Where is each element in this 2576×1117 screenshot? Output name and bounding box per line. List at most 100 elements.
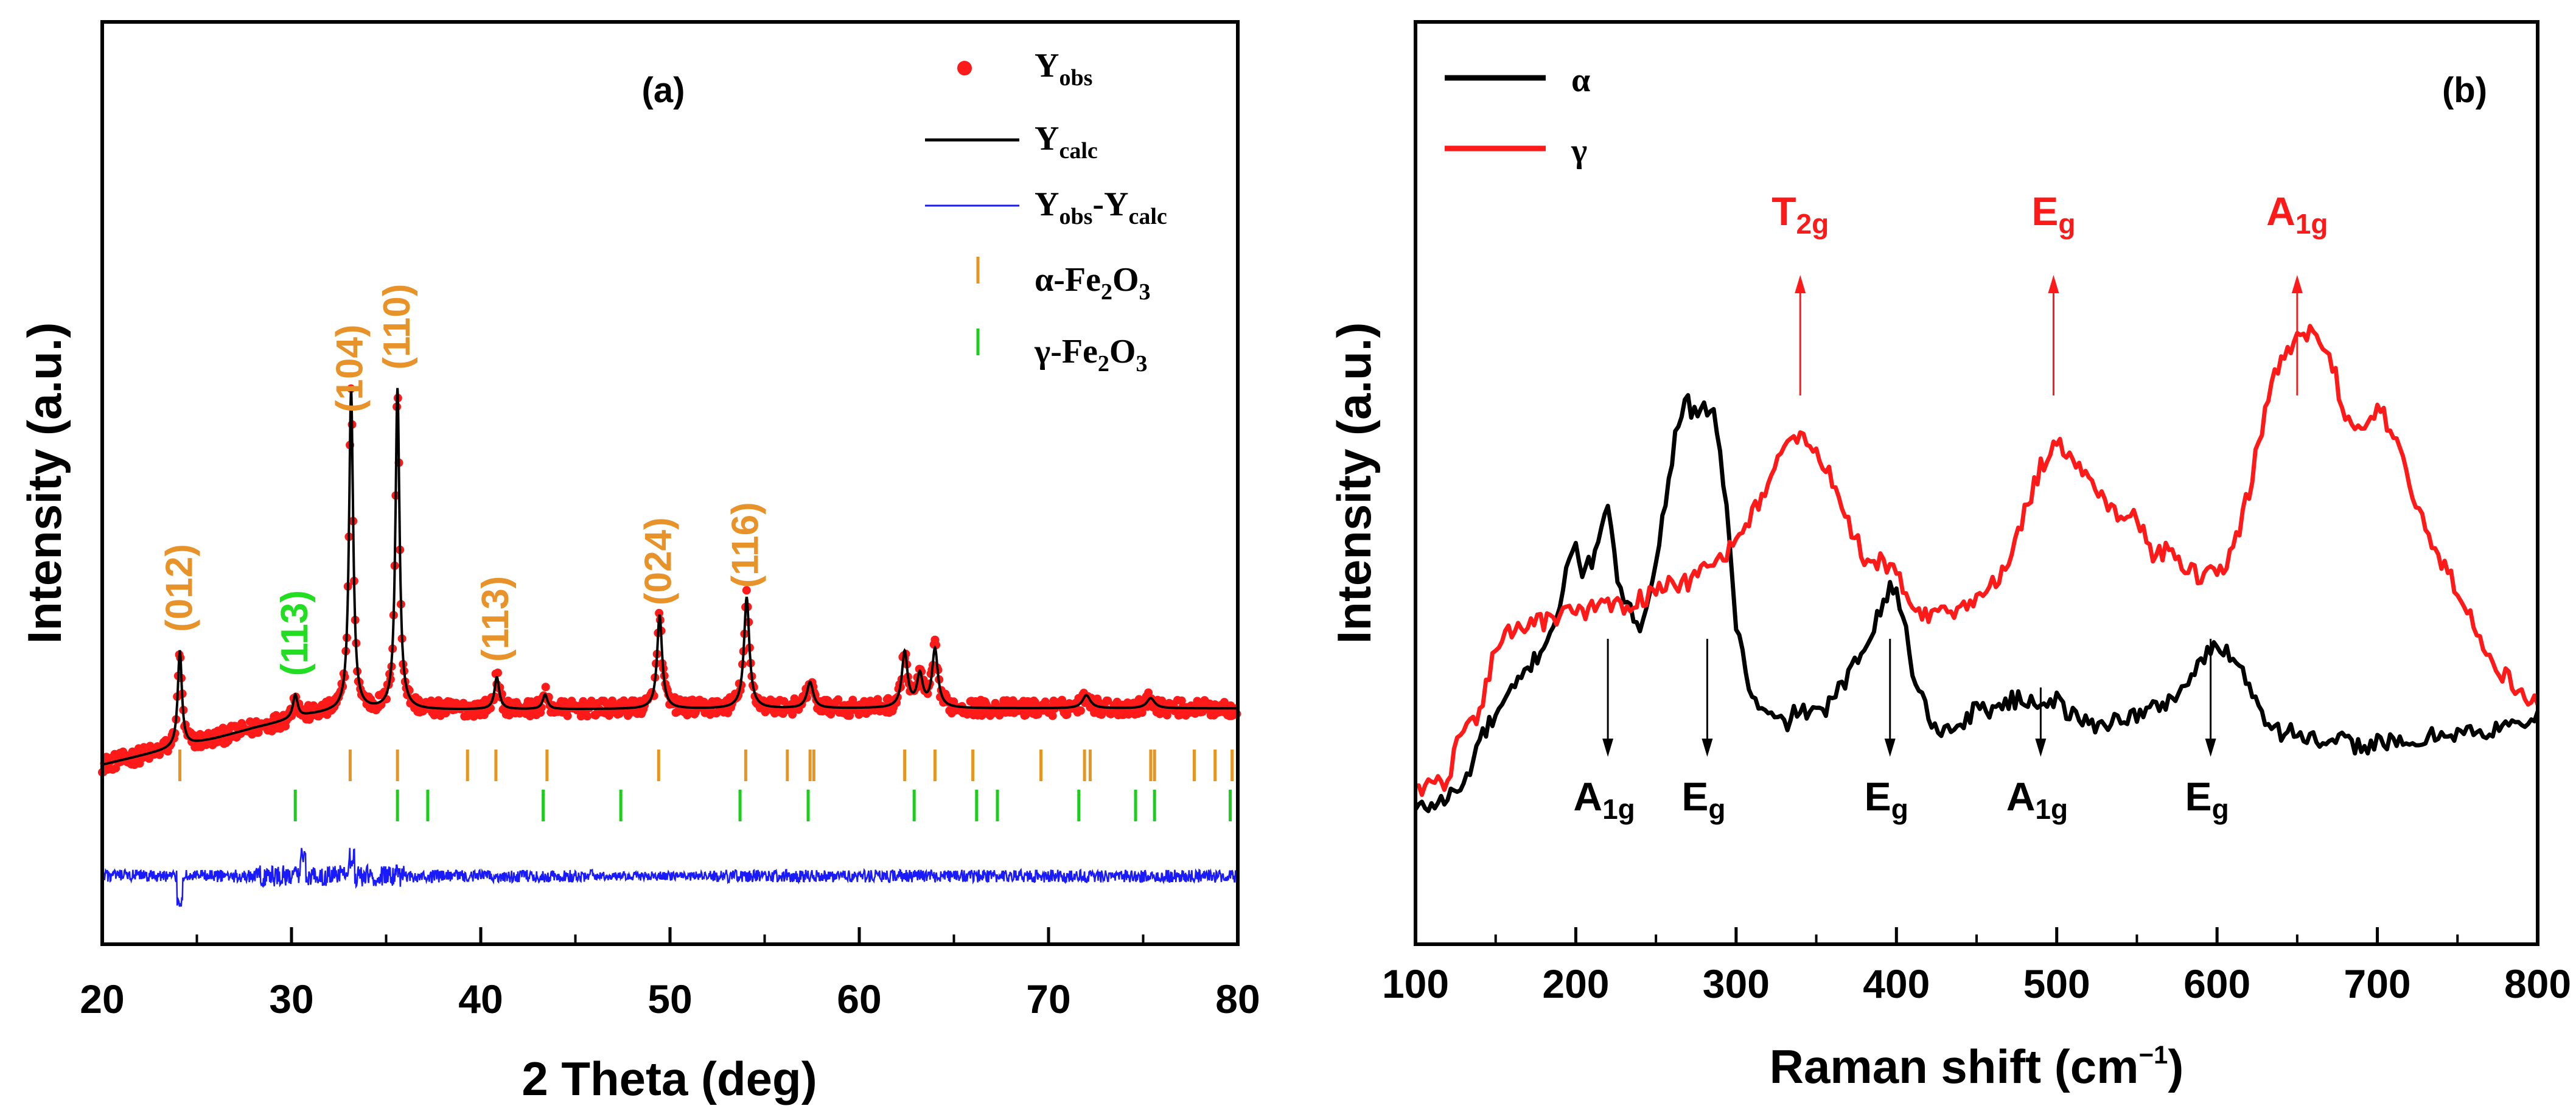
legend-diff-label: Yobs-Ycalc <box>1035 186 1167 229</box>
x-tick-label: 30 <box>269 976 313 1021</box>
text-part: 3 <box>1139 279 1151 305</box>
text-part: obs <box>1059 204 1092 229</box>
text-part: E <box>1681 774 1708 819</box>
text-part: E <box>2185 774 2212 819</box>
panel-b-x-ticks: 100 200 300 400 500 600 700 800 <box>1382 927 2571 1006</box>
panel-a-ylabel: Intensity (a.u.) <box>18 322 71 644</box>
x-tick-label: 600 <box>2183 961 2250 1006</box>
text-part: g <box>2058 208 2075 240</box>
alpha-mode-label: A1g <box>1573 774 1635 825</box>
hkl-label: (116) <box>724 502 766 588</box>
text-part: Y <box>1035 186 1059 223</box>
alpha-mode-arrow-head <box>2205 739 2216 757</box>
legend-label-gamma: γ <box>1571 132 1587 170</box>
alpha-mode-arrow-head <box>2035 739 2047 757</box>
text-part: obs <box>1059 65 1092 91</box>
legend-gamma-label: γ-Fe2O3 <box>1034 333 1147 377</box>
text-part: E <box>2031 189 2058 234</box>
text-part: 1g <box>2035 793 2068 825</box>
text-part: O <box>1109 333 1136 371</box>
text-part: Y <box>1035 47 1059 85</box>
text-part: calc <box>1128 204 1167 229</box>
panel-b-label: (b) <box>2442 71 2487 110</box>
text-part: Y <box>1035 120 1059 158</box>
hkl-label: (113) <box>274 590 316 676</box>
series-line-gamma <box>1415 324 2540 797</box>
panel-a-hkl-annotations: (012) (113) (104) (110) (113) (024) (116) <box>159 284 767 676</box>
panel-a-label: (a) <box>642 71 685 110</box>
hkl-label: (113) <box>475 576 517 662</box>
text-part: A <box>2266 189 2295 234</box>
alpha-mode-label: A1g <box>2006 774 2068 825</box>
panel-b-legend: αγ <box>1445 61 1590 170</box>
ycalc-line <box>102 388 1238 766</box>
text-part: A <box>2006 774 2036 819</box>
gamma-mode-label: T2g <box>1771 189 1829 240</box>
alpha-mode-arrow-head <box>1702 739 1713 757</box>
panel-b-ylabel: Intensity (a.u.) <box>1327 322 1381 644</box>
x-tick-label: 300 <box>1703 961 1770 1006</box>
alpha-mode-label: Eg <box>2185 774 2229 825</box>
x-tick-label: 100 <box>1382 961 1449 1006</box>
gamma-mode-arrow-head <box>2291 275 2303 293</box>
text-part: calc <box>1059 138 1097 164</box>
x-tick-label: 700 <box>2344 961 2411 1006</box>
x-tick-label: 800 <box>2504 961 2571 1006</box>
x-tick-label: 80 <box>1215 976 1260 1021</box>
alpha-mode-arrow-head <box>1602 739 1614 757</box>
legend-ycalc-label: Ycalc <box>1035 120 1098 164</box>
hkl-label: (024) <box>637 517 679 605</box>
text-part: 1g <box>2295 208 2328 240</box>
text-part: g <box>1891 793 1908 825</box>
x-tick-label: 40 <box>458 976 503 1021</box>
gamma-mode-arrow-head <box>2048 275 2059 293</box>
legend-yobs-label: Yobs <box>1035 47 1092 91</box>
gamma-mode-label: Eg <box>2031 189 2075 240</box>
panel-a-x-ticks: 20 30 40 50 60 70 80 <box>80 927 1260 1021</box>
text-part: α-Fe <box>1035 261 1101 299</box>
text-part: 2 <box>1098 351 1109 377</box>
text-part: O <box>1112 261 1139 299</box>
x-tick-label: 500 <box>2023 961 2090 1006</box>
text-part: g <box>2212 793 2229 825</box>
panel-a-reflection-ticks <box>178 750 1234 821</box>
hkl-label: (104) <box>329 324 371 412</box>
panel-b-xlabel-sup: −1 <box>2138 1040 2168 1069</box>
text-part: T <box>1771 189 1796 234</box>
legend-yobs-marker <box>957 61 972 75</box>
legend-label-alpha: α <box>1571 61 1590 99</box>
text-part: γ-Fe <box>1034 333 1098 371</box>
gamma-mode-arrow-head <box>1795 275 1806 293</box>
alpha-mode-label: Eg <box>1865 774 1908 825</box>
gamma-mode-label: A1g <box>2266 189 2328 240</box>
text-part: A <box>1573 774 1602 819</box>
hkl-label: (012) <box>159 544 201 632</box>
text-part: g <box>1708 793 1725 825</box>
panel-a-series <box>98 384 1241 907</box>
x-tick-label: 400 <box>1863 961 1930 1006</box>
series-line-alpha <box>1414 393 2540 813</box>
alpha-mode-arrow-head <box>1884 739 1896 757</box>
text-part: 2g <box>1796 208 1829 240</box>
text-part: E <box>1865 774 1891 819</box>
hkl-label: (110) <box>376 284 418 369</box>
text-part: -Y <box>1092 186 1128 223</box>
panel-a-xrd: (012) (113) (104) (110) (113) (024) (116) 20 30… <box>18 20 1260 1105</box>
text-part: 3 <box>1136 351 1147 377</box>
x-tick-label: 20 <box>80 976 124 1021</box>
difference-line <box>101 847 1238 907</box>
text-part: 1g <box>1602 793 1635 825</box>
x-tick-label: 200 <box>1542 961 1609 1006</box>
panel-b-series <box>1414 324 2540 813</box>
x-tick-label: 50 <box>647 976 692 1021</box>
x-tick-label: 60 <box>837 976 881 1021</box>
panel-b-xlabel: Raman shift (cm−1) <box>1770 1040 2184 1093</box>
legend-alpha-label: α-Fe2O3 <box>1035 261 1151 305</box>
text-part: 2 <box>1101 279 1112 305</box>
panel-b-xlabel-close: ) <box>2168 1040 2183 1093</box>
panel-b-xlabel-main: Raman shift (cm <box>1770 1040 2139 1093</box>
